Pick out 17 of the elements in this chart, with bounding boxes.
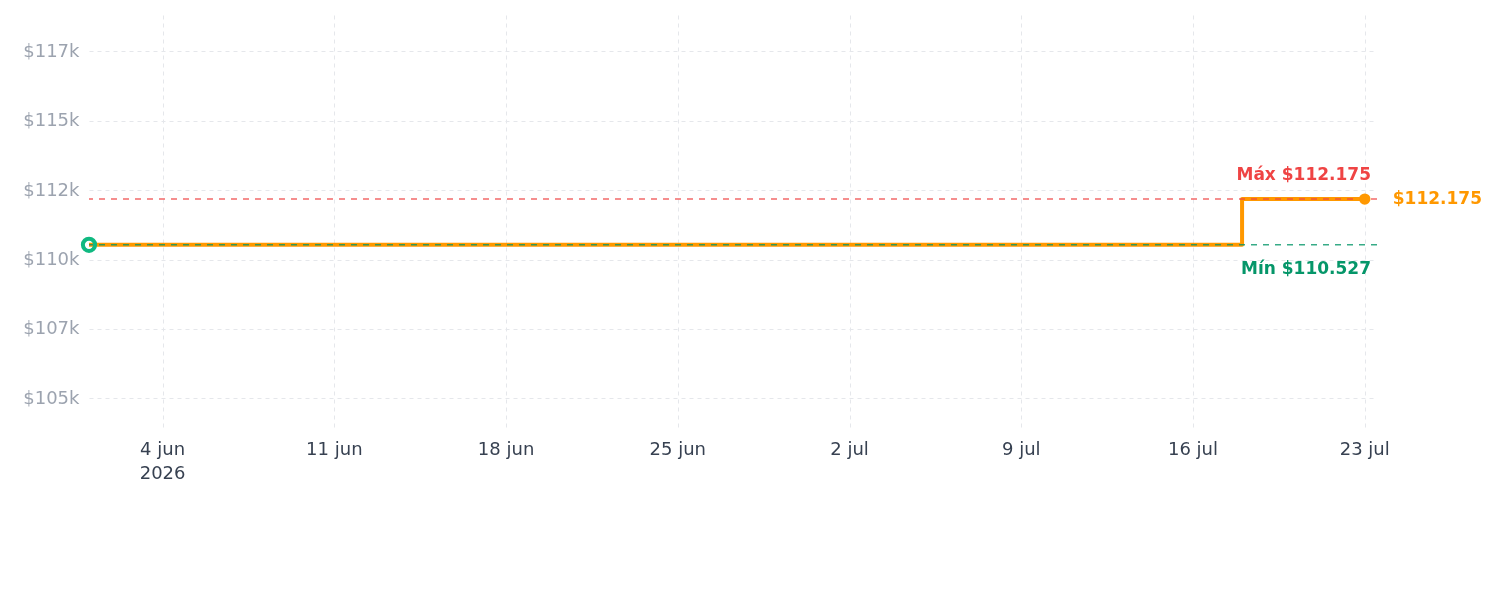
y-tick-label: $105k (23, 386, 81, 408)
x-tick-label: 9 jul (1001, 438, 1041, 459)
x-tick-label: 4 jun 2026 (139, 438, 186, 483)
y-tick-label: $115k (23, 109, 81, 131)
ref-line-label: Mín $110.527 (1240, 257, 1371, 278)
x-tick-label: 16 jul (1167, 438, 1219, 459)
x-tick-label: 18 jun (477, 438, 535, 459)
y-tick-label: $107k (23, 317, 81, 339)
x-tick-label: 23 jul (1339, 438, 1390, 459)
annotation: $112.175 (1392, 188, 1482, 209)
y-tick-label: $117k (23, 39, 81, 61)
ref-line-label: Máx $112.175 (1236, 164, 1371, 185)
x-tick-label: 2 jul (830, 438, 869, 459)
x-tick-label: 11 jun (306, 438, 363, 459)
x-tick-label: 25 jun (649, 438, 707, 459)
y-tick-label: $112k (23, 178, 81, 200)
y-tick-label: $110k (23, 248, 81, 270)
